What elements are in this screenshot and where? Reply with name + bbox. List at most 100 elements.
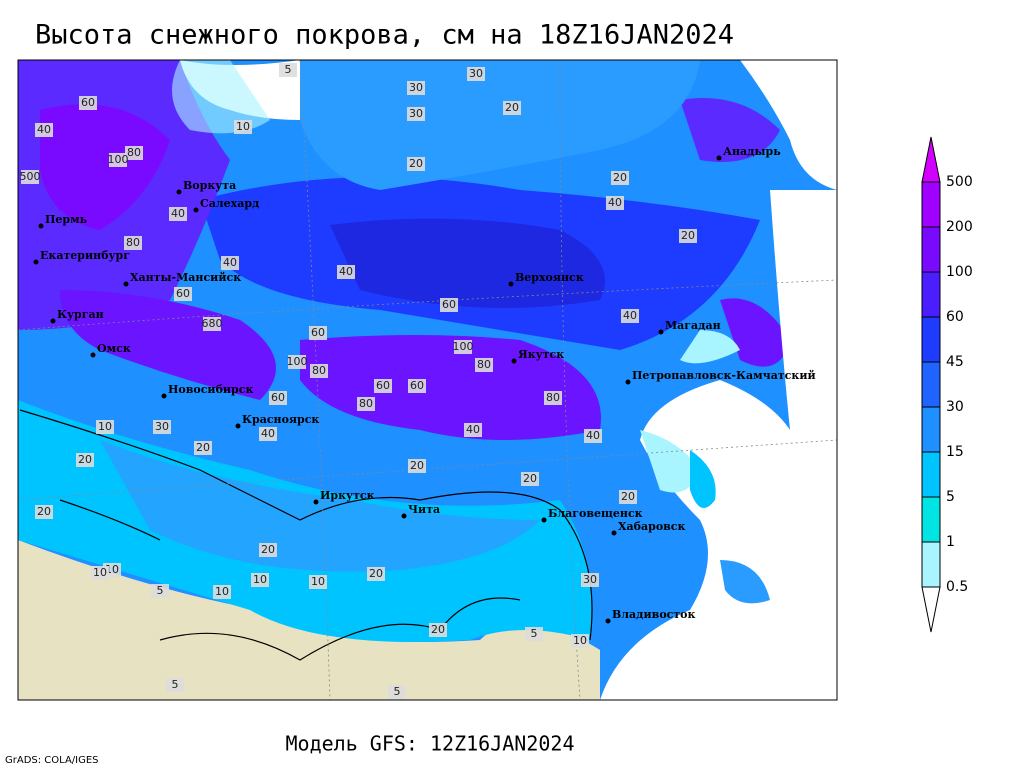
contour-label: 40 <box>223 256 237 269</box>
legend-label: 60 <box>946 309 964 325</box>
city-dot <box>658 329 664 335</box>
city-label: Анадырь <box>723 145 781 158</box>
contour-label-box <box>35 123 53 137</box>
contour-label: 40 <box>261 427 275 440</box>
title: Высота снежного покрова, см на 18Z16JAN2… <box>35 20 734 51</box>
contour-label-box <box>279 63 297 77</box>
contour-label: 60 <box>176 287 190 300</box>
contour-label-box <box>109 153 127 167</box>
contour-label: 40 <box>608 196 622 209</box>
contour-label-box <box>407 157 425 171</box>
contour-label: 20 <box>196 441 210 454</box>
contour-label: 680 <box>202 317 223 330</box>
contour-label: 40 <box>466 423 480 436</box>
contour-label: 30 <box>469 67 483 80</box>
contour-label-box <box>581 573 599 587</box>
contour-label: 100 <box>108 153 129 166</box>
contour-label: 20 <box>410 459 424 472</box>
contour-label: 40 <box>623 309 637 322</box>
city-label: Салехард <box>200 197 259 210</box>
contour-label: 5 <box>531 627 538 640</box>
contour-label: 30 <box>409 107 423 120</box>
contour-label: 80 <box>477 358 491 371</box>
city-label: Благовещенск <box>548 507 643 520</box>
map-frame <box>17 59 838 701</box>
city-dot <box>193 207 199 213</box>
contour-label: 40 <box>586 429 600 442</box>
legend-label: 15 <box>946 444 964 460</box>
contour-label-box <box>619 490 637 504</box>
map <box>18 60 837 700</box>
legend-box <box>921 226 941 273</box>
contour-label: 60 <box>410 379 424 392</box>
city-label: Новосибирск <box>168 383 253 396</box>
contour-label: 30 <box>583 573 597 586</box>
city-dot <box>176 189 182 195</box>
contour-label-box <box>429 623 447 637</box>
city-dot <box>625 379 631 385</box>
contour-label-box <box>79 96 97 110</box>
contour-label-box <box>153 420 171 434</box>
city-label: Верхоянск <box>515 271 584 284</box>
contour-label: 60 <box>442 298 456 311</box>
city-dot <box>511 358 517 364</box>
contour-label: 20 <box>621 490 635 503</box>
contour-label: 500 <box>20 170 41 183</box>
contour-label-box <box>374 379 392 393</box>
contour-label: 20 <box>505 101 519 114</box>
contour-label: 20 <box>523 472 537 485</box>
contour-label-box <box>91 566 109 580</box>
city-dot <box>508 281 514 287</box>
city-dot <box>50 318 56 324</box>
legend-label: 100 <box>946 264 973 280</box>
legend-label: 0.5 <box>946 579 968 595</box>
contour-label: 10 <box>311 575 325 588</box>
city-dot <box>235 423 241 429</box>
city-dot <box>38 223 44 229</box>
contour-label-box <box>606 196 624 210</box>
contour-label-box <box>571 634 589 648</box>
contour-label-box <box>259 427 277 441</box>
contour-label-box <box>407 107 425 121</box>
contour-label-box <box>521 472 539 486</box>
contour-label-box <box>169 207 187 221</box>
contour-label: 40 <box>339 265 353 278</box>
contour-label: 20 <box>431 623 445 636</box>
contour-label-box <box>467 67 485 81</box>
contour-label: 10 <box>236 120 250 133</box>
contour-label-box <box>174 287 192 301</box>
contour-label: 10 <box>98 420 112 433</box>
contour-label: 40 <box>37 123 51 136</box>
legend-label: 200 <box>946 219 973 235</box>
legend-box <box>921 271 941 318</box>
contour-label-box <box>584 429 602 443</box>
city-dot <box>611 530 617 536</box>
city-dot <box>161 393 167 399</box>
city-label: Магадан <box>665 319 721 332</box>
contour-label: 80 <box>127 146 141 159</box>
contour-label-box <box>309 326 327 340</box>
city-label: Ханты-Мансийск <box>130 271 241 284</box>
contour-label-box <box>259 543 277 557</box>
city-dot <box>90 352 96 358</box>
contour-label-box <box>21 170 39 184</box>
contour-label: 30 <box>409 81 423 94</box>
contour-label-box <box>35 505 53 519</box>
color-legend: 500 200 100 60 45 30 15 5 1 0.5 <box>921 136 973 633</box>
contour-label: 40 <box>171 207 185 220</box>
legend-box <box>921 361 941 408</box>
contour-label-box <box>251 573 269 587</box>
contour-label: 60 <box>376 379 390 392</box>
contour-label: 5 <box>172 678 179 691</box>
contour-label-box <box>203 317 221 331</box>
legend-box <box>921 316 941 363</box>
contour-label: 100 <box>453 340 474 353</box>
city-dot <box>401 513 407 519</box>
contour-label: 20 <box>37 505 51 518</box>
contour-label: 5 <box>394 685 401 698</box>
contour-label-box <box>544 391 562 405</box>
contour-label: 20 <box>409 157 423 170</box>
legend-label: 1 <box>946 534 955 550</box>
contour-label: 20 <box>78 453 92 466</box>
